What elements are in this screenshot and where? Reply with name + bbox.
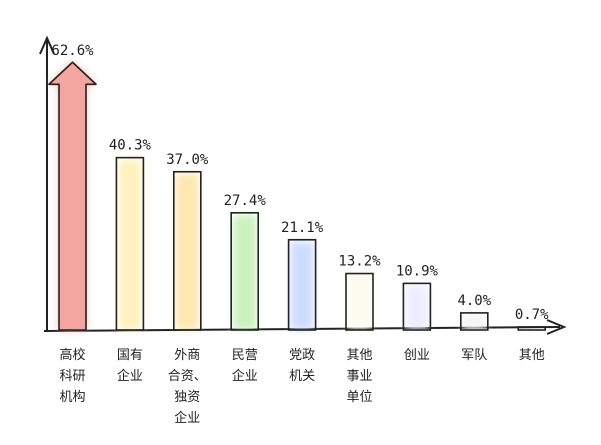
bar [115,156,145,331]
bar-glow [405,285,429,330]
value-label: 40.3% [109,138,152,154]
bar-glow [462,314,486,330]
bar [517,326,547,331]
category-label: 创业 [404,348,430,363]
value-label: 4.0% [457,293,491,309]
bar [287,238,317,331]
bar [402,282,432,331]
category-label: 其他 [519,348,545,363]
category-label: 党政机关 [289,348,315,384]
value-label: 62.6% [51,43,94,59]
value-label: 0.7% [515,307,549,323]
value-label: 21.1% [281,220,324,236]
x-axis-arrowhead [546,319,567,335]
bar [230,212,259,331]
category-label: 外商合资、独资企业 [168,348,207,426]
bar [459,312,489,331]
y-axis-arrowhead [39,35,55,55]
bar-glow [233,214,257,330]
bar-arrow [48,61,97,331]
value-label: 37.0% [166,152,209,168]
value-label: 10.9% [396,263,439,279]
value-label: 27.4% [224,193,267,209]
category-label: 其他事业单位 [346,348,372,405]
category-label: 国有企业 [117,348,143,384]
bar-glow [348,275,371,330]
bar [173,170,202,331]
category-label: 高校科研机构 [59,347,85,405]
bar-glow [290,241,314,330]
category-label: 民营企业 [232,348,258,384]
value-label: 13.2% [338,254,381,270]
bar-glow [175,173,199,330]
category-label: 军队 [461,348,487,363]
bar [345,272,374,331]
bar-glow [118,159,142,330]
